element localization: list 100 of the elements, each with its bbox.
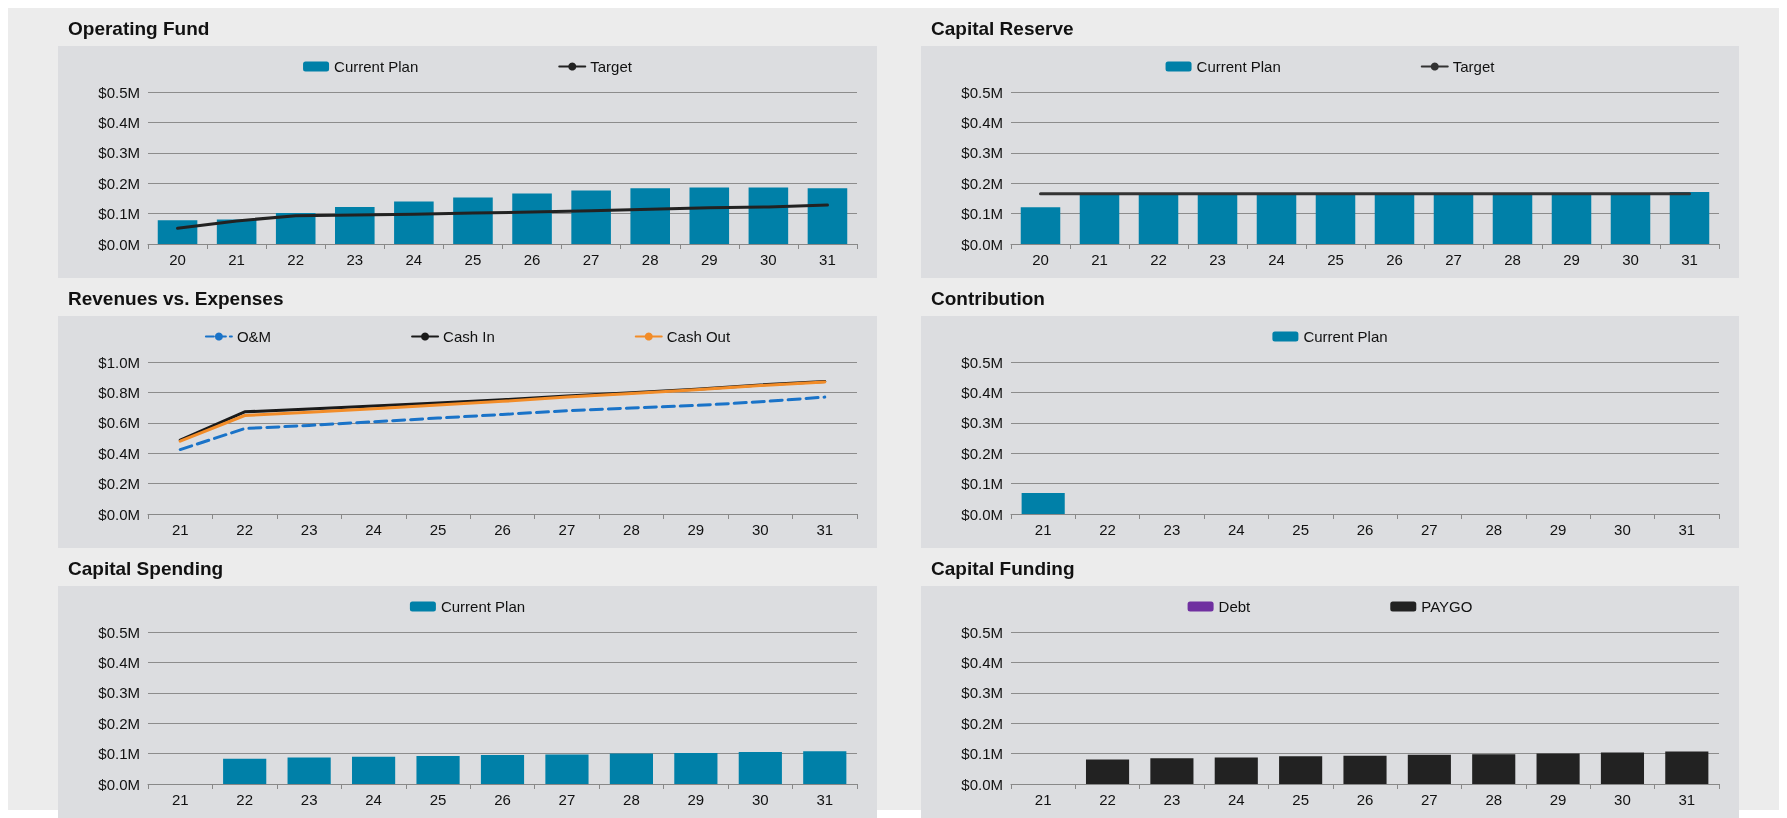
x-tick-label: 30 [760, 251, 777, 268]
y-tick-label: $0.5M [961, 623, 1003, 641]
y-tick-label: $0.1M [98, 745, 140, 763]
y-tick-label: $0.1M [961, 745, 1003, 763]
x-tick-label: 26 [523, 251, 541, 268]
y-tick-label: $0.1M [98, 205, 140, 223]
x-tick-label: 25 [1292, 521, 1309, 538]
x-tick-label: 22 [236, 791, 254, 808]
y-tick-label: $0.8M [98, 383, 140, 401]
x-tick-label: 29 [700, 251, 718, 268]
chart-title: Operating Fund [67, 17, 211, 41]
x-tick-label: 22 [1099, 521, 1116, 538]
x-tick-label: 26 [494, 791, 511, 808]
y-tick-label: $0.0M [98, 235, 140, 253]
y-tick-label: $0.4M [961, 113, 1003, 131]
x-tick-label: 24 [365, 791, 382, 808]
y-tick-label: $0.3M [961, 414, 1003, 432]
x-tick-label: 31 [819, 251, 836, 268]
x-tick-label: 24 [405, 251, 423, 268]
legend-label: Current Plan [334, 58, 419, 75]
x-tick-label: 28 [641, 251, 659, 268]
x-tick-label: 25 [429, 791, 447, 808]
x-tick-label: 22 [1099, 791, 1116, 808]
x-tick-label: 25 [1327, 251, 1344, 268]
legend-label: Debt [1218, 598, 1252, 615]
x-tick-label: 31 [1681, 251, 1698, 268]
chart-title: Capital Funding [930, 557, 1076, 581]
x-tick-label: 28 [1485, 791, 1503, 808]
x-tick-label: 24 [365, 521, 382, 538]
x-tick-label: 20 [1032, 251, 1049, 268]
x-tick-label: 22 [236, 521, 254, 538]
x-tick-label: 23 [1163, 791, 1181, 808]
legend-label: Current Plan [1196, 58, 1281, 75]
x-tick-label: 25 [464, 251, 482, 268]
legend-label: Current Plan [440, 598, 526, 615]
y-tick-label: $0.1M [961, 475, 1003, 493]
chart-title: Contribution [930, 287, 1046, 311]
x-tick-label: 21 [228, 251, 245, 268]
legend-label: Current Plan [1303, 328, 1388, 345]
x-tick-label: 27 [558, 791, 576, 808]
x-tick-label: 27 [1421, 791, 1438, 808]
x-tick-label: 23 [1163, 521, 1181, 538]
y-tick-label: $0.5M [961, 83, 1003, 101]
x-tick-label: 27 [1445, 251, 1462, 268]
y-tick-label: $0.2M [961, 444, 1003, 462]
x-tick-label: 26 [1356, 791, 1374, 808]
x-tick-label: 29 [687, 521, 705, 538]
x-tick-label: 30 [1622, 251, 1639, 268]
y-tick-label: $0.0M [98, 775, 140, 793]
x-tick-label: 23 [300, 521, 318, 538]
x-tick-label: 26 [1356, 521, 1374, 538]
x-tick-label: 31 [1678, 791, 1696, 808]
x-tick-label: 27 [558, 521, 576, 538]
legend-label: Cash In [443, 328, 495, 345]
y-tick-label: $0.5M [98, 623, 140, 641]
x-tick-label: 27 [582, 251, 600, 268]
y-tick-label: $1.0M [98, 353, 140, 371]
legend-label: O&M [236, 328, 272, 345]
x-tick-label: 31 [816, 791, 834, 808]
x-tick-label: 21 [1034, 791, 1052, 808]
x-tick-label: 21 [1034, 521, 1052, 538]
chart-title: Revenues vs. Expenses [67, 287, 285, 311]
chart-title: Capital Spending [67, 557, 225, 581]
y-tick-label: $0.0M [961, 505, 1003, 523]
y-tick-label: $0.3M [98, 684, 140, 702]
x-tick-label: 24 [1268, 251, 1285, 268]
x-tick-label: 23 [300, 791, 318, 808]
y-tick-label: $0.2M [961, 174, 1003, 192]
x-tick-label: 29 [687, 791, 705, 808]
y-tick-label: $0.4M [98, 113, 140, 131]
x-tick-label: 30 [1614, 791, 1631, 808]
legend-label: Target [1452, 58, 1496, 75]
y-tick-label: $0.4M [98, 653, 140, 671]
x-tick-label: 30 [751, 791, 769, 808]
y-tick-label: $0.2M [961, 714, 1003, 732]
x-tick-label: 28 [623, 791, 640, 808]
y-tick-label: $0.6M [98, 414, 140, 432]
x-tick-label: 21 [1091, 251, 1108, 268]
x-tick-label: 26 [1386, 251, 1403, 268]
y-tick-label: $0.4M [961, 383, 1003, 401]
y-tick-label: $0.2M [98, 714, 140, 732]
y-tick-label: $0.3M [98, 144, 140, 162]
x-tick-label: 31 [1678, 521, 1696, 538]
legend-label: Target [590, 58, 633, 75]
x-tick-label: 23 [346, 251, 364, 268]
x-tick-label: 28 [1485, 521, 1503, 538]
x-tick-label: 24 [1227, 521, 1245, 538]
y-tick-label: $0.4M [961, 653, 1003, 671]
x-tick-label: 24 [1227, 791, 1245, 808]
y-tick-label: $0.3M [961, 684, 1003, 702]
x-tick-label: 22 [287, 251, 305, 268]
y-tick-label: $0.1M [961, 205, 1003, 223]
x-tick-label: 27 [1421, 521, 1438, 538]
y-tick-label: $0.0M [98, 505, 140, 523]
x-tick-label: 25 [1292, 791, 1309, 808]
y-tick-label: $0.4M [98, 444, 140, 462]
y-tick-label: $0.2M [98, 475, 140, 493]
x-tick-label: 29 [1549, 791, 1567, 808]
x-tick-label: 25 [429, 521, 447, 538]
y-tick-label: $0.3M [961, 144, 1003, 162]
